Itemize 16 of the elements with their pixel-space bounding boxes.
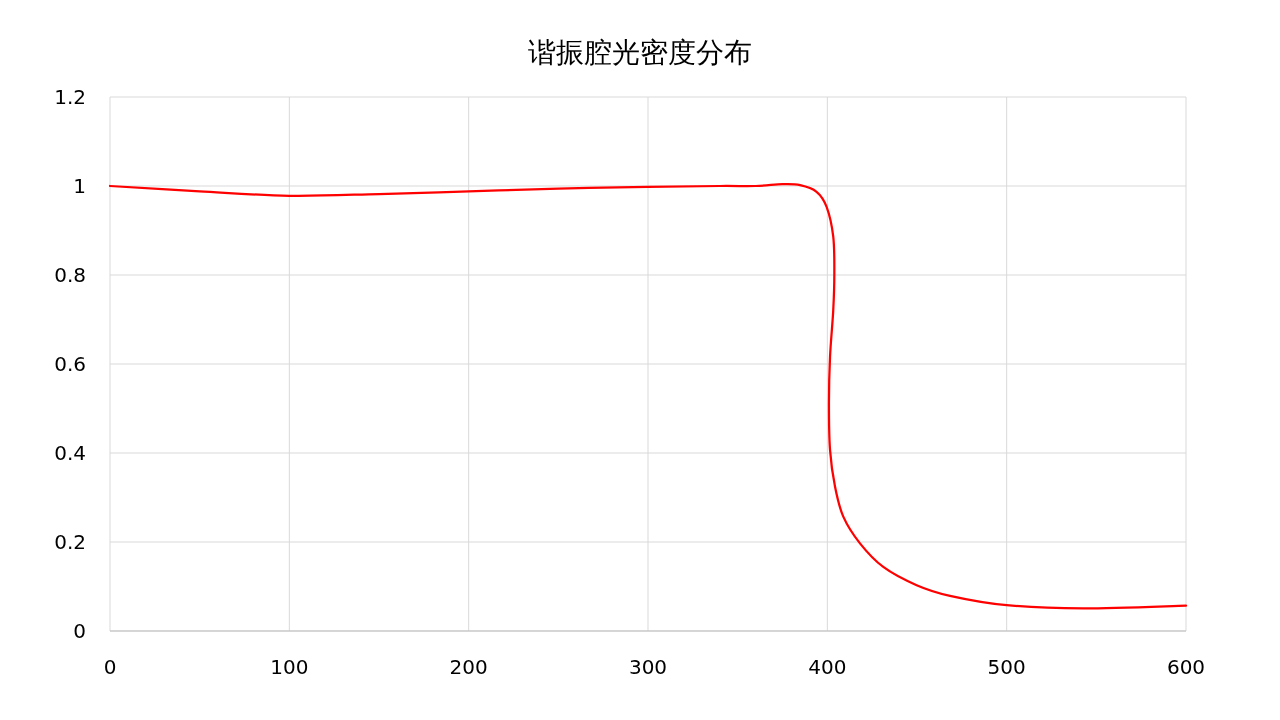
- y-tick-label: 0.2: [54, 530, 86, 554]
- y-tick-label: 0.4: [54, 441, 86, 465]
- y-tick-label: 1.2: [54, 85, 86, 109]
- x-tick-label: 600: [1166, 655, 1206, 679]
- x-tick-label: 100: [270, 655, 309, 679]
- x-tick-label: 400: [808, 655, 847, 679]
- y-tick-label: 0.8: [54, 263, 86, 287]
- x-tick-label: 300: [628, 655, 668, 679]
- y-tick-label: 1: [73, 174, 86, 198]
- x-tick-label: 500: [987, 655, 1026, 679]
- x-tick-label: 0: [103, 655, 117, 679]
- y-tick-label: 0.6: [54, 352, 86, 376]
- chart-title: 谐振腔光密度分布: [528, 36, 752, 69]
- line-series: [108, 183, 1188, 610]
- x-tick-label: 200: [449, 655, 488, 679]
- y-tick-label: 0: [73, 619, 86, 643]
